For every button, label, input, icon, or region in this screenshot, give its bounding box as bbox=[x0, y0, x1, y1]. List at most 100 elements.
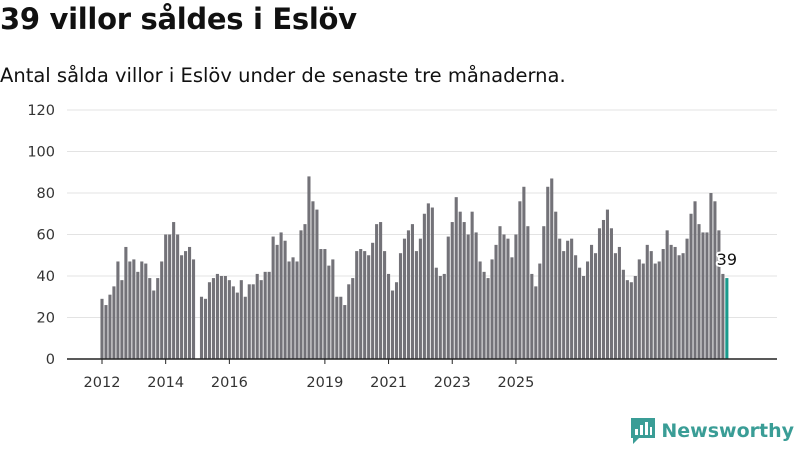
bar bbox=[148, 278, 152, 359]
bar bbox=[430, 207, 434, 359]
bar bbox=[259, 280, 263, 359]
bar bbox=[188, 246, 192, 359]
bar bbox=[486, 278, 490, 359]
bar bbox=[402, 238, 407, 359]
bar bbox=[387, 273, 391, 359]
bar bbox=[406, 230, 411, 359]
bar bbox=[176, 234, 180, 359]
bar bbox=[398, 253, 403, 359]
bar bbox=[546, 186, 550, 359]
bar bbox=[482, 271, 486, 359]
bar bbox=[243, 296, 247, 359]
x-tick-label: 2019 bbox=[306, 375, 343, 391]
bar bbox=[203, 298, 208, 359]
bar bbox=[235, 292, 239, 359]
y-tick-label: 100 bbox=[27, 145, 55, 161]
bar bbox=[375, 224, 379, 359]
newsworthy-logo-icon bbox=[631, 418, 656, 444]
bar bbox=[629, 282, 633, 359]
brand-name: Newsworthy bbox=[661, 420, 794, 442]
bar bbox=[446, 236, 450, 359]
bar bbox=[689, 213, 693, 359]
bar bbox=[426, 203, 430, 359]
bar bbox=[120, 280, 124, 359]
bar bbox=[323, 249, 327, 359]
bar bbox=[709, 193, 713, 359]
bar bbox=[554, 211, 558, 359]
bar bbox=[100, 298, 104, 359]
bar bbox=[164, 234, 168, 359]
bar bbox=[191, 259, 196, 359]
bar bbox=[371, 242, 375, 359]
bar bbox=[717, 230, 721, 359]
bar bbox=[251, 284, 255, 359]
bar bbox=[359, 249, 363, 359]
bar bbox=[116, 261, 120, 359]
bar bbox=[490, 259, 494, 359]
bar-chart: 0 20 40 60 80 100 120 2012 2014 2016 2019 2021 2023 2… bbox=[27, 103, 777, 391]
bar bbox=[589, 244, 594, 359]
bar bbox=[458, 211, 462, 359]
bar bbox=[653, 263, 657, 359]
bar bbox=[390, 290, 395, 359]
bar bbox=[566, 240, 570, 359]
y-tick-label: 120 bbox=[27, 103, 55, 119]
bar bbox=[199, 296, 204, 359]
bar bbox=[287, 261, 291, 359]
chart-title: 39 villor såldes i Eslöv bbox=[0, 2, 357, 36]
bar bbox=[641, 263, 645, 359]
bar bbox=[307, 176, 311, 359]
bar bbox=[299, 230, 303, 359]
bar bbox=[295, 261, 299, 359]
bar bbox=[593, 253, 598, 359]
bar bbox=[355, 251, 359, 359]
bar bbox=[331, 259, 335, 359]
bar bbox=[562, 251, 566, 359]
bar bbox=[343, 305, 347, 359]
y-tick-label: 20 bbox=[37, 311, 55, 327]
bar bbox=[637, 259, 641, 359]
bar bbox=[239, 280, 243, 359]
bar bbox=[223, 276, 227, 359]
bar bbox=[677, 255, 681, 359]
bar bbox=[494, 244, 498, 359]
x-tick-label: 2014 bbox=[147, 375, 184, 391]
bar bbox=[470, 211, 474, 359]
bar bbox=[681, 253, 685, 359]
bar bbox=[168, 234, 172, 359]
bar bbox=[136, 271, 140, 359]
y-tick-label: 80 bbox=[37, 186, 55, 202]
bar bbox=[410, 224, 414, 359]
bar bbox=[625, 280, 629, 359]
bar bbox=[633, 276, 637, 359]
bar bbox=[160, 261, 164, 359]
bar bbox=[542, 226, 546, 359]
bar bbox=[721, 273, 725, 359]
bar bbox=[180, 255, 184, 359]
bar bbox=[669, 244, 673, 359]
bar bbox=[144, 263, 148, 359]
bar bbox=[649, 251, 653, 359]
bar bbox=[530, 273, 534, 359]
bar bbox=[661, 249, 665, 359]
bar bbox=[124, 246, 128, 359]
bar bbox=[665, 230, 669, 359]
bar bbox=[255, 273, 259, 359]
bar bbox=[319, 249, 323, 359]
bar bbox=[621, 269, 625, 359]
bar bbox=[367, 255, 371, 359]
bar bbox=[267, 271, 271, 359]
bar bbox=[498, 226, 502, 359]
bar bbox=[271, 236, 275, 359]
bar bbox=[578, 267, 582, 359]
bar bbox=[462, 222, 466, 359]
bar bbox=[311, 201, 315, 359]
bar bbox=[705, 232, 709, 359]
bar bbox=[231, 286, 235, 359]
bar bbox=[335, 296, 339, 359]
bar bbox=[570, 238, 574, 359]
bar bbox=[438, 276, 442, 359]
y-tick-label: 40 bbox=[37, 269, 55, 285]
bar bbox=[605, 209, 610, 359]
bar bbox=[303, 224, 307, 359]
